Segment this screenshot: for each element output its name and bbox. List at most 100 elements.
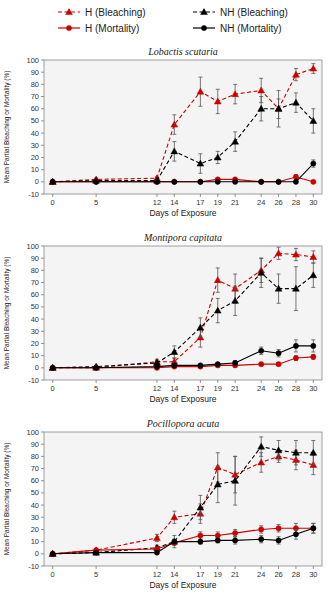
error-cap [277, 90, 281, 91]
x-tick-label: 17 [196, 570, 204, 579]
error-cap [233, 84, 237, 85]
data-point [215, 538, 220, 543]
data-point [311, 354, 316, 359]
y-tick-label: 50 [31, 116, 39, 125]
x-tick-label: 14 [170, 198, 178, 207]
data-point [94, 179, 99, 184]
x-tick [261, 380, 262, 383]
x-tick-label: 24 [257, 384, 265, 393]
y-tick-label: 30 [31, 141, 39, 150]
y-tick [41, 541, 44, 542]
x-tick-label: 5 [94, 570, 98, 579]
x-tick-label: 19 [214, 384, 222, 393]
data-point [259, 362, 264, 367]
series-line [53, 103, 314, 182]
error-bar [311, 354, 315, 359]
x-axis-label: Days of Exposure [149, 580, 216, 590]
data-point [233, 360, 238, 365]
y-tick-label: 90 [31, 68, 39, 77]
data-point [215, 533, 220, 538]
x-tick-label: 12 [153, 384, 161, 393]
y-tick-label: 20 [31, 525, 39, 534]
x-tick [313, 566, 314, 569]
error-cap [277, 247, 281, 248]
y-tick-label: 50 [31, 488, 39, 497]
y-tick [41, 331, 44, 332]
error-cap [294, 339, 298, 340]
error-cap [233, 103, 237, 104]
plot-frame [44, 246, 322, 380]
data-point [215, 362, 220, 367]
error-cap [172, 114, 176, 115]
y-tick-label: 20 [31, 339, 39, 348]
y-tick [41, 145, 44, 146]
data-point [259, 348, 264, 353]
data-point [232, 297, 239, 303]
legend-item: NH (Mortality) [193, 23, 282, 34]
data-point [276, 526, 281, 531]
error-cap [259, 258, 263, 259]
x-tick [217, 380, 218, 383]
x-tick-label: 14 [170, 384, 178, 393]
series-line [53, 273, 314, 368]
error-cap [311, 533, 315, 534]
data-point [311, 179, 316, 184]
error-cap [259, 472, 263, 473]
error-cap [172, 523, 176, 524]
data-point [293, 449, 300, 455]
error-cap [216, 502, 220, 503]
series-line [53, 177, 314, 182]
y-tick [41, 133, 44, 134]
legend-label: NH (Mortality) [220, 23, 282, 34]
y-tick-label: 70 [31, 92, 39, 101]
x-tick [313, 380, 314, 383]
x-tick [278, 566, 279, 569]
legend: H (Bleaching)NH (Bleaching)H (Mortality)… [58, 7, 288, 34]
error-cap [277, 303, 281, 304]
data-point [310, 65, 317, 71]
x-tick [156, 194, 157, 197]
error-cap [277, 440, 281, 441]
x-axis-label: Days of Exposure [149, 208, 216, 218]
error-bar [259, 526, 263, 533]
error-cap [216, 298, 220, 299]
error-cap [259, 78, 263, 79]
data-point [49, 364, 56, 370]
data-point [276, 179, 281, 184]
data-point [259, 179, 264, 184]
series [49, 93, 316, 184]
series-line [53, 69, 314, 182]
data-point [154, 364, 159, 369]
x-tick-label: 26 [274, 198, 282, 207]
series [49, 258, 316, 370]
data-point [154, 179, 159, 184]
legend-marker [66, 9, 73, 15]
y-tick [41, 246, 44, 247]
series-line [53, 456, 314, 553]
y-tick [41, 492, 44, 493]
x-tick-label: 28 [292, 384, 300, 393]
x-tick-label: 30 [309, 384, 317, 393]
error-cap [311, 63, 315, 64]
data-point [214, 481, 221, 487]
error-cap [311, 250, 315, 251]
data-point [94, 550, 99, 555]
data-point [258, 459, 265, 465]
x-tick-label: 21 [231, 198, 239, 207]
data-point [172, 363, 177, 368]
y-tick-label: 30 [31, 513, 39, 522]
error-cap [294, 260, 298, 261]
x-tick [295, 380, 296, 383]
data-point [293, 285, 300, 291]
y-tick-label: 10 [31, 351, 39, 360]
y-tick [41, 60, 44, 61]
error-cap [216, 466, 220, 467]
y-tick [41, 319, 44, 320]
error-cap [277, 460, 281, 461]
data-point [172, 539, 177, 544]
legend-label: NH (Bleaching) [220, 7, 288, 18]
error-bar [311, 523, 315, 533]
error-cap [277, 259, 281, 260]
error-cap [216, 292, 220, 293]
error-bar [277, 525, 281, 532]
